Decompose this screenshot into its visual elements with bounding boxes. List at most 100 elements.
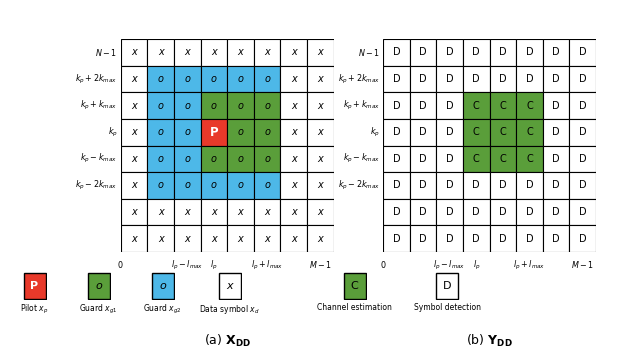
Bar [280, 92, 307, 119]
Text: Channel estimation: Channel estimation [317, 303, 392, 312]
Bar [280, 225, 307, 252]
Text: C: C [526, 127, 533, 137]
Text: C: C [473, 100, 479, 111]
Text: D: D [499, 74, 507, 84]
Bar [516, 92, 543, 119]
Bar [436, 146, 463, 172]
Bar [516, 39, 543, 66]
Text: D: D [525, 47, 533, 58]
Bar [121, 66, 147, 92]
Bar [516, 172, 543, 199]
Text: D: D [472, 207, 480, 217]
Text: o: o [159, 281, 166, 291]
Bar [436, 119, 463, 146]
Bar [254, 146, 280, 172]
Text: o: o [211, 180, 217, 191]
Text: $l_p$: $l_p$ [472, 259, 480, 272]
Text: Symbol detection: Symbol detection [414, 303, 481, 312]
Text: x: x [291, 127, 296, 137]
Bar [570, 199, 596, 225]
Text: o: o [237, 180, 243, 191]
Bar [516, 119, 543, 146]
Text: x: x [158, 47, 163, 58]
Text: $l_p+l_{max}$: $l_p+l_{max}$ [251, 259, 284, 272]
Text: $M-1$: $M-1$ [572, 259, 595, 270]
Bar [121, 39, 147, 66]
Bar [254, 39, 280, 66]
Bar [307, 146, 333, 172]
Text: C: C [500, 154, 506, 164]
Bar [490, 39, 516, 66]
Bar [200, 92, 227, 119]
Text: $k_p-2k_{max}$: $k_p-2k_{max}$ [338, 179, 380, 192]
Bar [254, 92, 280, 119]
Text: D: D [392, 100, 400, 111]
Text: o: o [211, 100, 217, 111]
Text: $k_p+k_{max}$: $k_p+k_{max}$ [343, 99, 380, 112]
Text: D: D [499, 47, 507, 58]
Bar [410, 119, 436, 146]
Bar [147, 66, 174, 92]
Bar [543, 146, 570, 172]
Bar [200, 199, 227, 225]
Bar [570, 146, 596, 172]
Bar [463, 119, 490, 146]
Text: o: o [264, 100, 270, 111]
Text: D: D [419, 74, 427, 84]
Text: D: D [392, 127, 400, 137]
Text: $k_p+2k_{max}$: $k_p+2k_{max}$ [338, 72, 380, 86]
Text: o: o [157, 74, 164, 84]
Text: $l_p$: $l_p$ [210, 259, 218, 272]
Text: x: x [131, 154, 137, 164]
Text: $0$: $0$ [380, 259, 387, 270]
Text: o: o [184, 180, 190, 191]
Bar [307, 39, 333, 66]
Text: x: x [184, 234, 190, 244]
Text: C: C [351, 281, 358, 291]
Bar [543, 119, 570, 146]
Bar [490, 66, 516, 92]
Text: D: D [419, 100, 427, 111]
Bar [463, 39, 490, 66]
Text: D: D [446, 100, 454, 111]
Text: D: D [525, 180, 533, 191]
Text: x: x [317, 127, 323, 137]
Bar [570, 39, 596, 66]
Bar [463, 199, 490, 225]
Text: x: x [131, 127, 137, 137]
Text: $k_p+2k_{max}$: $k_p+2k_{max}$ [76, 72, 118, 86]
Text: x: x [317, 74, 323, 84]
Text: x: x [227, 281, 233, 291]
Text: o: o [184, 127, 190, 137]
Bar [463, 92, 490, 119]
Text: D: D [472, 74, 480, 84]
Bar [227, 199, 254, 225]
Bar [463, 66, 490, 92]
Text: (a) $\mathbf{X}_{\mathbf{DD}}$: (a) $\mathbf{X}_{\mathbf{DD}}$ [204, 333, 251, 349]
Text: P: P [209, 126, 218, 139]
Text: D: D [392, 234, 400, 244]
Text: C: C [473, 154, 479, 164]
Text: D: D [446, 180, 454, 191]
Bar [570, 92, 596, 119]
Bar [490, 172, 516, 199]
Bar [200, 146, 227, 172]
Bar [383, 146, 410, 172]
Bar [410, 199, 436, 225]
Text: D: D [392, 47, 400, 58]
Text: x: x [264, 207, 270, 217]
Bar [543, 92, 570, 119]
Bar [570, 225, 596, 252]
Text: D: D [579, 100, 587, 111]
Text: x: x [317, 154, 323, 164]
Text: D: D [579, 127, 587, 137]
Bar [227, 172, 254, 199]
Bar [280, 119, 307, 146]
Text: x: x [317, 47, 323, 58]
Bar [516, 225, 543, 252]
Text: D: D [419, 47, 427, 58]
Text: C: C [500, 127, 506, 137]
Text: o: o [157, 180, 164, 191]
Bar [543, 199, 570, 225]
Text: o: o [184, 74, 190, 84]
